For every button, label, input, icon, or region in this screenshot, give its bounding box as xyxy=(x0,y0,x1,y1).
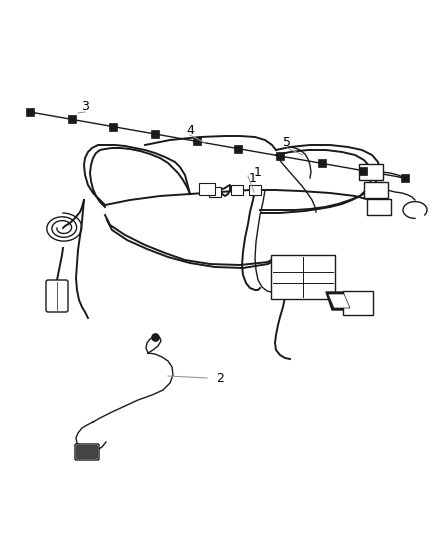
FancyBboxPatch shape xyxy=(77,446,98,458)
FancyBboxPatch shape xyxy=(343,291,373,315)
Text: 3: 3 xyxy=(81,101,89,114)
FancyBboxPatch shape xyxy=(75,444,99,460)
Polygon shape xyxy=(110,123,117,131)
Polygon shape xyxy=(326,292,352,310)
Text: 5: 5 xyxy=(283,135,291,149)
FancyBboxPatch shape xyxy=(231,185,243,195)
Polygon shape xyxy=(276,152,284,160)
FancyBboxPatch shape xyxy=(271,255,335,299)
Text: 1: 1 xyxy=(249,172,257,195)
Polygon shape xyxy=(401,174,409,182)
Text: 2: 2 xyxy=(216,372,224,384)
Polygon shape xyxy=(26,108,34,116)
FancyBboxPatch shape xyxy=(46,280,68,312)
FancyBboxPatch shape xyxy=(367,199,391,215)
Polygon shape xyxy=(359,167,367,175)
FancyBboxPatch shape xyxy=(359,164,383,180)
Polygon shape xyxy=(234,144,242,152)
FancyBboxPatch shape xyxy=(209,187,221,197)
Polygon shape xyxy=(193,138,201,146)
Polygon shape xyxy=(67,115,76,123)
FancyBboxPatch shape xyxy=(199,183,215,195)
Text: 1: 1 xyxy=(254,166,262,180)
Polygon shape xyxy=(328,294,350,308)
FancyBboxPatch shape xyxy=(364,182,388,198)
Polygon shape xyxy=(151,130,159,138)
Text: 4: 4 xyxy=(186,124,194,136)
FancyBboxPatch shape xyxy=(249,185,261,195)
Polygon shape xyxy=(318,159,326,167)
